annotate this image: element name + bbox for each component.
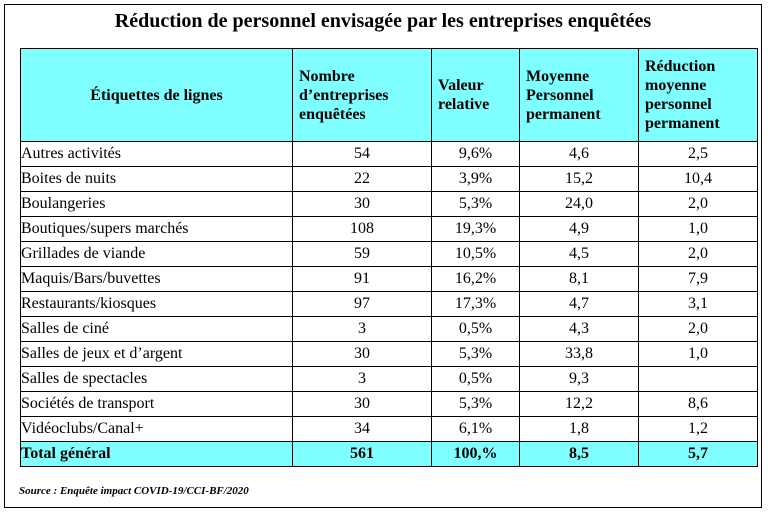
row-label: Maquis/Bars/buvettes: [20, 266, 293, 292]
row-label: Boites de nuits: [20, 166, 293, 192]
row-reduction: 1,0: [638, 216, 758, 242]
header-average-staff: Moyenne Personnel permanent: [519, 48, 639, 142]
row-average: 33,8: [519, 341, 639, 367]
total-row-label: Total général: [20, 441, 293, 467]
total-row-count: 561: [292, 441, 432, 467]
table-row: Sociétés de transport 30 5,3% 12,2 8,6: [20, 391, 758, 417]
table-row: Salles de spectacles 3 0,5% 9,3: [20, 366, 758, 392]
row-relative: 6,1%: [431, 416, 520, 442]
row-count: 91: [292, 266, 432, 292]
row-count: 30: [292, 391, 432, 417]
row-average: 24,0: [519, 191, 639, 217]
row-label: Sociétés de transport: [20, 391, 293, 417]
row-count: 34: [292, 416, 432, 442]
row-relative: 5,3%: [431, 391, 520, 417]
row-count: 30: [292, 191, 432, 217]
row-reduction: 10,4: [638, 166, 758, 192]
header-average-reduction: Réduction moyenne personnel permanent: [638, 48, 758, 142]
row-relative: 0,5%: [431, 316, 520, 342]
row-relative: 5,3%: [431, 341, 520, 367]
row-average: 12,2: [519, 391, 639, 417]
row-relative: 17,3%: [431, 291, 520, 317]
row-reduction: 2,5: [638, 141, 758, 167]
table-row: Salles de jeux et d’argent 30 5,3% 33,8 1,0: [20, 341, 758, 367]
total-row-reduction: 5,7: [638, 441, 758, 467]
row-count: 3: [292, 366, 432, 392]
table-row: Boulangeries 30 5,3% 24,0 2,0: [20, 191, 758, 217]
row-average: 1,8: [519, 416, 639, 442]
table-title: Réduction de personnel envisagée par les…: [114, 10, 652, 32]
row-reduction: 8,6: [638, 391, 758, 417]
row-relative: 16,2%: [431, 266, 520, 292]
table-row: Restaurants/kiosques 97 17,3% 4,7 3,1: [20, 291, 758, 317]
table-row: Grillades de viande 59 10,5% 4,5 2,0: [20, 241, 758, 267]
row-count: 22: [292, 166, 432, 192]
row-reduction: 1,2: [638, 416, 758, 442]
row-count: 59: [292, 241, 432, 267]
header-row: Étiquettes de lignes Nombre d’entreprise…: [20, 48, 758, 142]
row-label: Boulangeries: [20, 191, 293, 217]
row-average: 4,5: [519, 241, 639, 267]
row-average: 9,3: [519, 366, 639, 392]
row-reduction: 2,0: [638, 316, 758, 342]
row-label: Grillades de viande: [20, 241, 293, 267]
row-average: 4,9: [519, 216, 639, 242]
row-relative: 3,9%: [431, 166, 520, 192]
row-reduction: 2,0: [638, 241, 758, 267]
table-row: Boutiques/supers marchés 108 19,3% 4,9 1,0: [20, 216, 758, 242]
total-row-average: 8,5: [519, 441, 639, 467]
row-average: 4,7: [519, 291, 639, 317]
source-note: Source : Enquête impact COVID-19/CCI-BF/…: [19, 485, 249, 497]
table-row: Boites de nuits 22 3,9% 15,2 10,4: [20, 166, 758, 192]
row-relative: 5,3%: [431, 191, 520, 217]
row-average: 4,3: [519, 316, 639, 342]
row-reduction: 2,0: [638, 191, 758, 217]
row-count: 3: [292, 316, 432, 342]
header-count: Nombre d’entreprises enquêtées: [292, 48, 432, 142]
row-reduction: 1,0: [638, 341, 758, 367]
row-count: 108: [292, 216, 432, 242]
table-row: Vidéoclubs/Canal+ 34 6,1% 1,8 1,2: [20, 416, 758, 442]
row-label: Vidéoclubs/Canal+: [20, 416, 293, 442]
data-table: Étiquettes de lignes Nombre d’entreprise…: [20, 48, 758, 467]
row-relative: 10,5%: [431, 241, 520, 267]
row-label: Restaurants/kiosques: [20, 291, 293, 317]
row-average: 4,6: [519, 141, 639, 167]
row-relative: 0,5%: [431, 366, 520, 392]
header-relative-value: Valeur relative: [431, 48, 520, 142]
figure-frame: Réduction de personnel envisagée par les…: [4, 4, 762, 508]
row-label: Autres activités: [20, 141, 293, 167]
table-row: Autres activités 54 9,6% 4,6 2,5: [20, 141, 758, 167]
row-label: Boutiques/supers marchés: [20, 216, 293, 242]
row-label: Salles de ciné: [20, 316, 293, 342]
row-count: 54: [292, 141, 432, 167]
row-reduction: [638, 366, 758, 392]
table-row: Salles de ciné 3 0,5% 4,3 2,0: [20, 316, 758, 342]
row-label: Salles de spectacles: [20, 366, 293, 392]
header-row-labels: Étiquettes de lignes: [20, 48, 293, 142]
table-body: Autres activités 54 9,6% 4,6 2,5 Boites de nu…: [20, 141, 758, 467]
row-reduction: 3,1: [638, 291, 758, 317]
total-row-relative: 100,%: [431, 441, 520, 467]
row-relative: 9,6%: [431, 141, 520, 167]
row-average: 8,1: [519, 266, 639, 292]
row-count: 97: [292, 291, 432, 317]
row-average: 15,2: [519, 166, 639, 192]
row-count: 30: [292, 341, 432, 367]
table-row: Maquis/Bars/buvettes 91 16,2% 8,1 7,9: [20, 266, 758, 292]
row-reduction: 7,9: [638, 266, 758, 292]
row-label: Salles de jeux et d’argent: [20, 341, 293, 367]
row-relative: 19,3%: [431, 216, 520, 242]
total-row: Total général 561 100,% 8,5 5,7: [20, 441, 758, 467]
